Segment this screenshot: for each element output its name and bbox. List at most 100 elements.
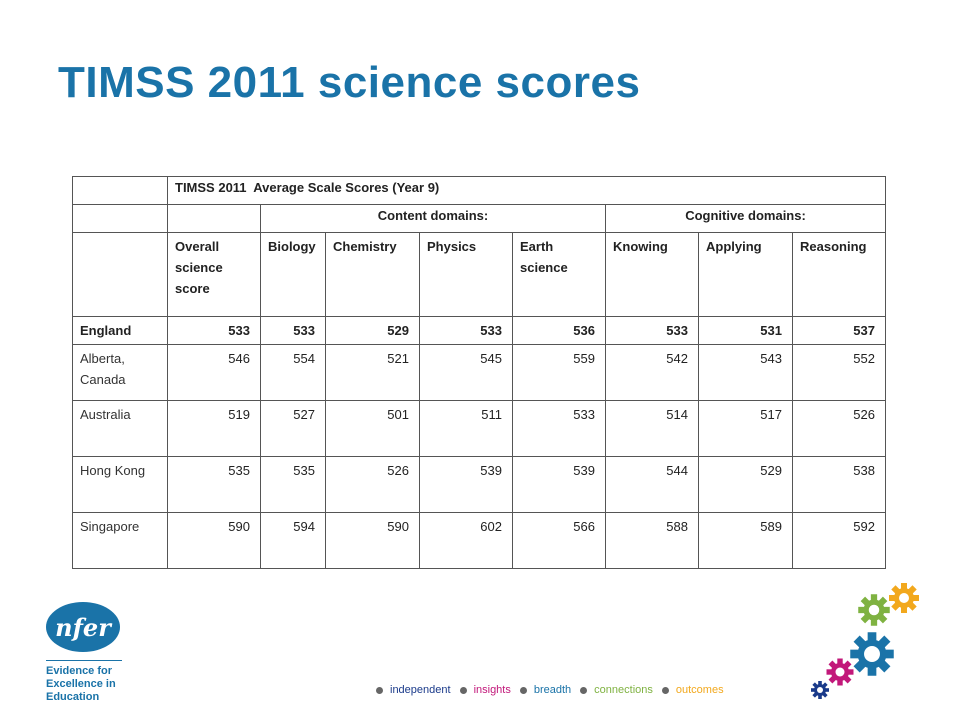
score-cell: 511 [419,400,513,457]
logo-tagline: Evidence for Excellence in Education [46,665,126,704]
score-cell: 566 [512,512,606,569]
score-cell: 588 [605,512,699,569]
tagline-word: insights [473,684,511,696]
score-cell: 542 [605,344,699,401]
score-cell: 552 [792,344,886,401]
logo-line-1: Evidence for [46,665,113,677]
logo-line-3: Education [46,691,100,703]
country-name-line: Canada [80,372,126,387]
country-cell: Hong Kong [72,456,168,513]
tagline-word: connections [594,684,653,696]
cognitive-domains-header: Cognitive domains: [605,204,886,233]
score-cell: 533 [419,316,513,345]
bullet-dot [376,686,383,694]
table-caption: TIMSS 2011 Average Scale Scores (Year 9) [167,176,886,205]
country-name-line: Australia [80,407,131,422]
table-row: Singapore 590 594 590 602 566 588 589 592 [72,512,886,569]
bullet-dot [459,686,467,694]
tagline-word: outcomes [675,684,724,696]
score-cell: 535 [167,456,261,513]
score-cell: 554 [260,344,326,401]
table-row: England 533 533 529 533 536 533 531 537 [72,316,886,345]
bullet-dot [661,686,669,694]
column-header: Chemistry [325,232,420,317]
scores-table: TIMSS 2011 Average Scale Scores (Year 9)… [72,176,886,569]
empty-cell [72,204,168,233]
gear-icon [811,583,919,699]
table-body: England 533 533 529 533 536 533 531 537 Alberta, C… [72,316,886,569]
tagline-word: breadth [533,684,572,696]
score-cell: 531 [698,316,793,345]
empty-cell [167,204,261,233]
empty-cell [72,232,168,317]
score-cell: 514 [605,400,699,457]
score-cell: 592 [792,512,886,569]
score-cell: 529 [325,316,420,345]
score-cell: 527 [260,400,326,457]
nfer-logo: nfer Evidence for Excellence in Educatio… [40,602,130,704]
column-header-line: science [520,260,568,275]
domain-row: Content domains: Cognitive domains: [72,204,886,233]
score-cell: 501 [325,400,420,457]
column-header: Applying [698,232,793,317]
score-cell: 543 [698,344,793,401]
country-name-line: Hong Kong [80,463,146,478]
column-header: Overall science score [167,232,261,317]
scores-table-wrapper: TIMSS 2011 Average Scale Scores (Year 9)… [72,176,886,569]
country-cell: England [72,316,168,345]
score-cell: 535 [260,456,326,513]
score-cell: 602 [419,512,513,569]
column-header-line: Reasoning [800,239,867,254]
nfer-logo-mark: nfer [46,602,120,652]
score-cell: 526 [792,400,886,457]
logo-divider [46,660,122,661]
score-cell: 546 [167,344,261,401]
score-cell: 538 [792,456,886,513]
table-row: Alberta, Canada 546 554 521 545 559 542 543 552 [72,344,886,401]
column-header-line: Earth [520,239,554,254]
score-cell: 594 [260,512,326,569]
gear-magenta-icon [826,658,854,686]
score-cell: 589 [698,512,793,569]
score-cell: 537 [792,316,886,345]
logo-line-2: Excellence in [46,678,116,690]
empty-cell [72,176,168,205]
brand-tagline: independent insights breadth connections out… [376,684,724,696]
tagline-word: independent [390,684,451,696]
score-cell: 544 [605,456,699,513]
column-header-line: Knowing [613,239,668,254]
column-header: Reasoning [792,232,886,317]
bullet-dot [580,686,588,694]
score-cell: 533 [260,316,326,345]
table-row: Australia 519 527 501 511 533 514 517 526 [72,400,886,457]
content-domains-header: Content domains: [260,204,606,233]
caption-row: TIMSS 2011 Average Scale Scores (Year 9) [72,176,886,205]
column-header: Physics [419,232,513,317]
country-cell: Australia [72,400,168,457]
column-header-line: science [175,260,223,275]
gear-navy-icon [811,681,829,699]
score-cell: 539 [512,456,606,513]
score-cell: 521 [325,344,420,401]
score-cell: 559 [512,344,606,401]
score-cell: 545 [419,344,513,401]
score-cell: 517 [698,400,793,457]
country-cell: Alberta, Canada [72,344,168,401]
column-header: Knowing [605,232,699,317]
score-cell: 539 [419,456,513,513]
score-cell: 533 [605,316,699,345]
gear-orange-icon [889,583,919,613]
bullet-dot [519,686,527,694]
score-cell: 529 [698,456,793,513]
table-row: Hong Kong 535 535 526 539 539 544 529 538 [72,456,886,513]
score-cell: 536 [512,316,606,345]
slide-title: TIMSS 2011 science scores [58,58,641,107]
column-header-line: Overall [175,239,220,254]
score-cell: 533 [512,400,606,457]
column-header-line: Chemistry [333,239,397,254]
column-header-line: score [175,281,210,296]
column-header-line: Biology [268,239,316,254]
country-name-line: Alberta, [80,351,125,366]
column-header-line: Applying [706,239,762,254]
score-cell: 519 [167,400,261,457]
